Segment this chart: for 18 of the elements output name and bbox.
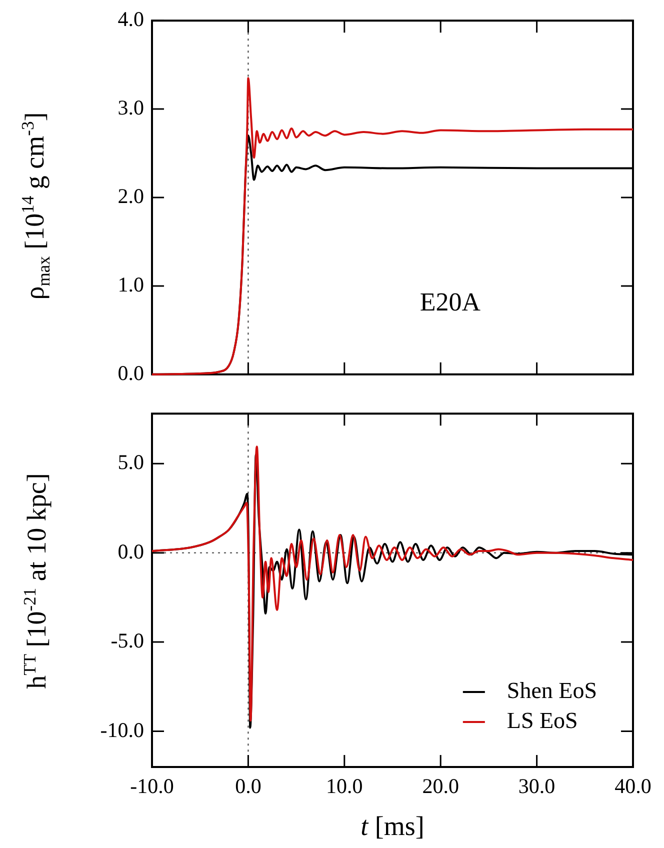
annotation: E20A <box>420 287 481 316</box>
y-tick-label: 1.0 <box>118 272 144 296</box>
x-tick-label: 0.0 <box>235 774 262 798</box>
y-tick-label: 2.0 <box>118 184 144 208</box>
x-tick-label: 10.0 <box>326 774 363 798</box>
y-tick-label: -5.0 <box>110 628 144 653</box>
y-tick-label: 0.0 <box>118 539 144 564</box>
legend-label: Shen EoS <box>506 678 598 704</box>
x-tick-label: 40.0 <box>614 774 652 798</box>
y-tick-label: 3.0 <box>118 96 144 120</box>
legend-label: LS EoS <box>506 708 578 734</box>
y-tick-label: -10.0 <box>100 718 144 742</box>
y-tick-label: 4.0 <box>118 7 144 32</box>
y-tick-label: 0.0 <box>118 360 144 385</box>
y-tick-label: 5.0 <box>118 450 144 474</box>
x-axis-title: t [ms] <box>360 811 424 841</box>
x-tick-label: 20.0 <box>422 774 459 798</box>
x-tick-label: 30.0 <box>518 774 556 798</box>
